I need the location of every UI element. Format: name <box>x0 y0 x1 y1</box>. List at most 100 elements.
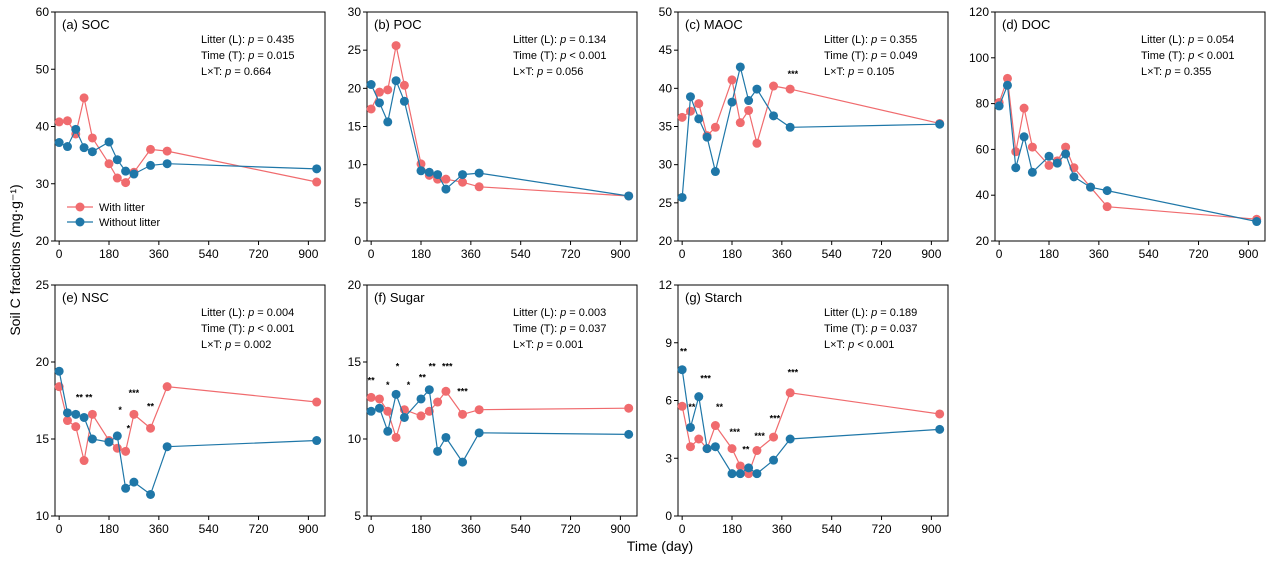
panel-0-xtick-label: 180 <box>99 247 119 261</box>
panel-2-stat-2: L×T: p = 0.105 <box>824 66 894 78</box>
panel-3-title: (d) DOC <box>1002 17 1050 32</box>
panel-5-sig-marker: * <box>407 380 411 390</box>
panel-4-ytick-label: 15 <box>36 432 50 446</box>
panel-2-point-without <box>710 167 720 177</box>
panel-6-sig-marker: ** <box>680 346 688 356</box>
panel-3-point-without <box>1069 172 1079 182</box>
panel-5-point-without <box>433 446 443 456</box>
panel-4-point-without <box>54 366 64 376</box>
panel-4-point-with <box>162 382 172 392</box>
panel-3-point-with <box>1019 103 1029 113</box>
panel-1-stat-0: Litter (L): p = 0.134 <box>513 34 606 46</box>
panel-2-xtick-label: 180 <box>722 247 742 261</box>
panel-0-frame <box>54 11 326 242</box>
panel-2-point-with <box>677 112 687 122</box>
panel-1-point-without <box>424 167 434 177</box>
panel-2-point-with <box>744 105 754 115</box>
panel-1-xtick-label: 900 <box>610 247 630 261</box>
panel-5-sig-marker: *** <box>442 362 453 372</box>
panel-4-stat-0: Litter (L): p = 0.004 <box>201 307 294 319</box>
panel-5-sig-marker: ** <box>429 362 437 372</box>
panel-2-point-with <box>694 99 704 109</box>
panel-3-point-without <box>1102 186 1112 196</box>
panel-3-xtick-label: 900 <box>1238 247 1258 261</box>
panel-5-point-without <box>441 432 451 442</box>
panel-1-point-without <box>366 80 376 90</box>
panel-1-xtick-label: 720 <box>561 247 581 261</box>
panel-6-point-without <box>735 469 745 479</box>
panel-4-sig-marker: * <box>118 405 122 415</box>
panel-3-frame <box>994 11 1266 242</box>
panel-5-point-with <box>391 432 401 442</box>
panel-3-point-without <box>1027 167 1037 177</box>
panel-0-point-without <box>312 164 322 174</box>
panel-4-sig-marker: ** ** <box>76 393 93 403</box>
panel-6-point-without <box>744 463 754 473</box>
panel-4-ytick-label: 10 <box>36 509 50 523</box>
panel-6-stat-0: Litter (L): p = 0.189 <box>824 307 917 319</box>
panel-2-xtick-label: 720 <box>872 247 892 261</box>
panel-1-point-with <box>366 104 376 114</box>
panel-2-ytick-label: 25 <box>659 196 673 210</box>
panel-5-point-without <box>624 429 634 439</box>
panel-3-point-with <box>1061 142 1071 152</box>
panel-3-ytick-label: 100 <box>969 51 989 65</box>
panel-4-point-with <box>112 443 122 453</box>
panel-0-point-without <box>146 160 156 170</box>
panel-2-point-without <box>785 122 795 132</box>
panel-2-ytick-label: 20 <box>659 234 673 248</box>
panel-2-xtick-label: 540 <box>822 247 842 261</box>
panel-1-point-without <box>383 117 393 127</box>
panel-5-point-with <box>458 409 468 419</box>
panel-6-point-without <box>694 392 704 402</box>
panel-1-series-line-with <box>370 45 629 197</box>
panel-5-stat-1: Time (T): p = 0.037 <box>513 323 606 335</box>
panel-1-stat-2: L×T: p = 0.056 <box>513 66 583 78</box>
panel-1-series-line-without <box>370 78 629 197</box>
panel-6-xtick-label: 0 <box>679 522 686 536</box>
panel-4-point-without <box>146 489 156 499</box>
panel-6-ytick-label: 6 <box>665 394 672 408</box>
panel-0-series-line-without <box>58 127 317 175</box>
panel-0-point-with <box>112 173 122 183</box>
panel-5-sig-marker: * <box>396 362 400 372</box>
panel-5-xtick-label: 180 <box>411 522 431 536</box>
panel-5-point-without <box>391 389 401 399</box>
panel-0-point-without <box>54 138 64 148</box>
panel-5-xtick-label: 720 <box>561 522 581 536</box>
panel-1-point-with <box>391 41 401 51</box>
panel-2-xtick-label: 900 <box>921 247 941 261</box>
panel-3-point-without <box>1044 151 1054 161</box>
panel-6-point-without <box>710 442 720 452</box>
panel-6-point-with <box>694 434 704 444</box>
panel-5-ytick-label: 15 <box>348 355 362 369</box>
panel-6-point-without <box>935 424 945 434</box>
panel-4-xtick-label: 900 <box>298 522 318 536</box>
panel-3-point-with <box>1027 142 1037 152</box>
panel-2-stat-1: Time (T): p = 0.049 <box>824 50 917 62</box>
y-axis-label-container: Soil C fractions (mg·g⁻¹) <box>2 140 32 380</box>
panel-5-point-without <box>399 412 409 422</box>
panel-4-sig-marker: * <box>127 423 131 433</box>
panel-2-point-with <box>735 118 745 128</box>
panel-4-point-without <box>79 412 89 422</box>
panel-4-stat-1: Time (T): p < 0.001 <box>201 323 294 335</box>
panel-0-xtick-label: 540 <box>199 247 219 261</box>
panel-2-point-with <box>685 106 695 116</box>
panel-5-xtick-label: 540 <box>511 522 531 536</box>
panel-0-ytick-label: 40 <box>36 120 50 134</box>
panel-3-xtick-label: 180 <box>1039 247 1059 261</box>
panel-4-stat-2: L×T: p = 0.002 <box>201 339 271 351</box>
panel-6-point-with <box>710 421 720 431</box>
panel-1-xtick-label: 360 <box>461 247 481 261</box>
panel-1-ytick-label: 20 <box>348 81 362 95</box>
panel-6-series-line-without <box>681 369 940 475</box>
panel-1-point-with <box>458 177 468 187</box>
panel-6-point-with <box>677 401 687 411</box>
panel-1-ytick-label: 25 <box>348 43 362 57</box>
panel-1-point-without <box>441 184 451 194</box>
panel-6-ytick-label: 12 <box>659 278 673 292</box>
panel-4-xtick-label: 540 <box>199 522 219 536</box>
panel-1-point-without <box>416 166 426 176</box>
